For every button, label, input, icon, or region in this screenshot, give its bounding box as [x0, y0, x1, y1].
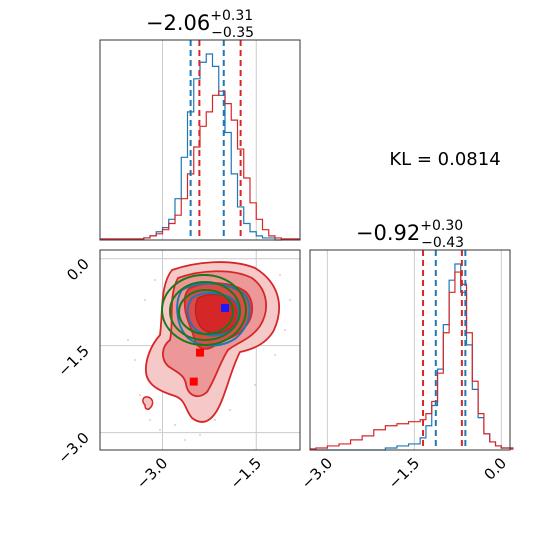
x-marginal-quantile-lines — [189, 40, 242, 240]
red-histogram — [310, 271, 514, 450]
scatter-point — [199, 434, 201, 436]
red-scatter-points — [127, 267, 291, 441]
point-markers — [189, 303, 229, 386]
scatter-point — [279, 274, 281, 276]
joint-frame — [99, 249, 301, 451]
scatter-point — [229, 409, 231, 411]
scatter-point — [149, 419, 151, 421]
y-marginal-histograms — [310, 263, 514, 451]
joint-y-tick-label: −1.5 — [54, 342, 92, 380]
y-marginal-frame — [309, 249, 511, 451]
joint-y-tick-label: 0.0 — [63, 255, 93, 285]
x-marginal-histograms — [100, 53, 300, 241]
y-marginal-panel — [309, 249, 514, 451]
joint-panel — [99, 249, 301, 451]
scatter-point — [289, 299, 291, 301]
scatter-point — [274, 354, 276, 356]
red-marker — [189, 377, 198, 386]
x-marginal-panel — [99, 39, 301, 241]
x-marginal-title: −2.06+0.31 −0.35 — [146, 8, 254, 41]
green-contour-inner — [178, 289, 234, 335]
scatter-point — [139, 394, 141, 396]
joint-y-tick-label: −3.0 — [54, 429, 92, 467]
scatter-point — [154, 279, 156, 281]
scatter-point — [134, 359, 136, 361]
y-marginal-quantile-lines — [422, 250, 467, 450]
joint-plot-area — [127, 261, 291, 441]
y-title-lower: −0.43 — [421, 235, 464, 251]
x-marginal-frame — [99, 39, 301, 241]
x-marginal-gridlines — [162, 40, 257, 240]
green-contours — [161, 274, 247, 346]
red-histogram — [100, 90, 300, 240]
blue-marker — [221, 303, 229, 312]
x-title-lower: −0.35 — [211, 25, 254, 41]
y-marginal-x-tick-label: −3.0 — [298, 454, 336, 492]
y-title-upper: +0.30 — [420, 218, 463, 234]
joint-x-tick-label: −1.5 — [227, 454, 265, 492]
green-contour-outer — [161, 274, 247, 346]
red-marker — [196, 348, 204, 357]
scatter-point — [174, 424, 176, 426]
y-marginal-x-tick-label: 0.0 — [481, 454, 511, 484]
green-contour-middle — [169, 281, 241, 341]
scatter-point — [159, 429, 161, 431]
scatter-point — [214, 419, 216, 421]
joint-x-tick-label: −3.0 — [133, 454, 171, 492]
red-contour-island — [142, 396, 154, 410]
scatter-point — [144, 299, 146, 301]
y-marginal-title: −0.92+0.30 −0.43 — [356, 218, 464, 251]
kl-label: KL = 0.0814 — [389, 149, 500, 170]
x-title-upper: +0.31 — [210, 8, 253, 24]
scatter-point — [184, 439, 186, 441]
scatter-point — [254, 384, 256, 386]
scatter-point — [127, 339, 129, 341]
y-marginal-gridlines — [326, 250, 502, 450]
scatter-point — [284, 329, 286, 331]
blue-histogram — [100, 53, 300, 241]
y-marginal-x-tick-label: −1.5 — [385, 454, 423, 492]
